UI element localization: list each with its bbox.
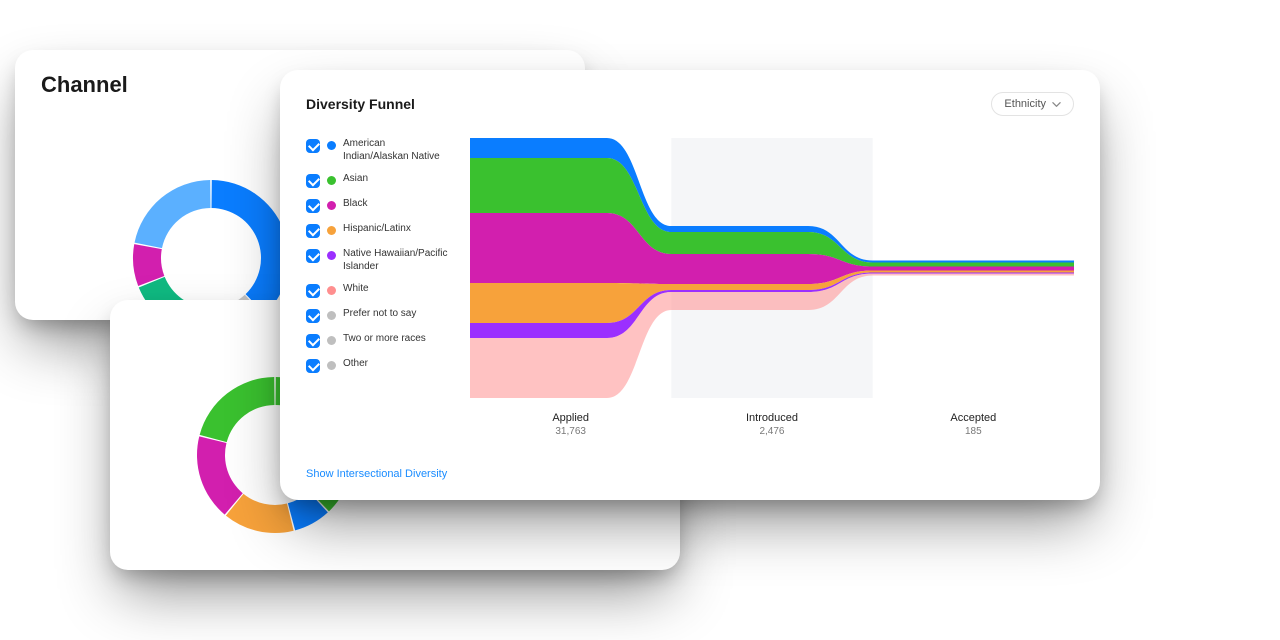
legend-item-pnts[interactable]: Prefer not to say <box>306 308 452 323</box>
legend-label: American Indian/Alaskan Native <box>343 138 452 163</box>
checkbox-icon[interactable] <box>306 334 320 348</box>
checkbox-icon[interactable] <box>306 174 320 188</box>
donut-segment <box>200 377 275 442</box>
stage-value: 31,763 <box>470 426 671 437</box>
show-intersectional-link[interactable]: Show Intersectional Diversity <box>306 468 1074 480</box>
legend-label: Two or more races <box>343 333 426 346</box>
legend-item-asian[interactable]: Asian <box>306 173 452 188</box>
donut-segment <box>135 180 211 248</box>
legend-color-dot <box>327 251 336 260</box>
diversity-funnel-card: Diversity Funnel Ethnicity American Indi… <box>280 70 1100 500</box>
ethnicity-selector[interactable]: Ethnicity <box>991 92 1074 116</box>
funnel-stage-label: Applied 31,763 <box>470 412 671 437</box>
legend-label: Black <box>343 198 367 211</box>
legend-label: Prefer not to say <box>343 308 416 321</box>
checkbox-icon[interactable] <box>306 359 320 373</box>
legend-item-nhpi[interactable]: Native Hawaiian/Pacific Islander <box>306 248 452 273</box>
checkbox-icon[interactable] <box>306 284 320 298</box>
legend-label: Native Hawaiian/Pacific Islander <box>343 248 452 273</box>
legend-color-dot <box>327 201 336 210</box>
ethnicity-selector-label: Ethnicity <box>1004 98 1046 110</box>
stage-value: 2,476 <box>671 426 872 437</box>
legend-item-black[interactable]: Black <box>306 198 452 213</box>
legend-color-dot <box>327 141 336 150</box>
stage-name: Introduced <box>671 412 872 424</box>
checkbox-icon[interactable] <box>306 224 320 238</box>
legend-label: White <box>343 283 369 296</box>
donut-segment <box>211 180 289 314</box>
checkbox-icon[interactable] <box>306 249 320 263</box>
funnel-legend: American Indian/Alaskan Native Asian Black… <box>306 138 452 454</box>
legend-label: Asian <box>343 173 368 186</box>
legend-color-dot <box>327 286 336 295</box>
stage-value: 185 <box>873 426 1074 437</box>
legend-color-dot <box>327 361 336 370</box>
funnel-stage-labels: Applied 31,763Introduced 2,476Accepted 185 <box>470 412 1074 437</box>
legend-color-dot <box>327 311 336 320</box>
funnel-title: Diversity Funnel <box>306 96 415 112</box>
legend-item-amind[interactable]: American Indian/Alaskan Native <box>306 138 452 163</box>
legend-color-dot <box>327 226 336 235</box>
legend-color-dot <box>327 336 336 345</box>
checkbox-icon[interactable] <box>306 309 320 323</box>
checkbox-icon[interactable] <box>306 139 320 153</box>
legend-label: Hispanic/Latinx <box>343 223 411 236</box>
legend-item-other[interactable]: Other <box>306 358 452 373</box>
legend-item-multi[interactable]: Two or more races <box>306 333 452 348</box>
legend-label: Other <box>343 358 368 371</box>
legend-item-latinx[interactable]: Hispanic/Latinx <box>306 223 452 238</box>
stage-name: Accepted <box>873 412 1074 424</box>
chevron-down-icon <box>1052 100 1061 109</box>
stage-name: Applied <box>470 412 671 424</box>
legend-item-white[interactable]: White <box>306 283 452 298</box>
funnel-stage-label: Accepted 185 <box>873 412 1074 437</box>
checkbox-icon[interactable] <box>306 199 320 213</box>
donut-segment <box>197 436 243 514</box>
funnel-stage-label: Introduced 2,476 <box>671 412 872 437</box>
funnel-chart <box>470 138 1074 398</box>
legend-color-dot <box>327 176 336 185</box>
funnel-header: Diversity Funnel Ethnicity <box>306 92 1074 116</box>
